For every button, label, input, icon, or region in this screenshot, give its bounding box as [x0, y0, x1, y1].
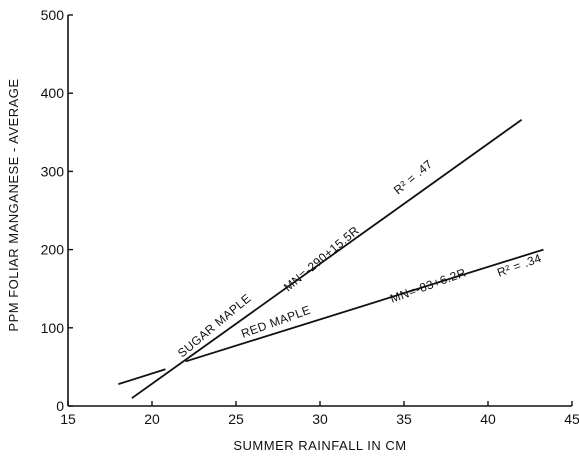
ticks: 15 20 25 30 35 40 45 0 100 200 300 400 500	[41, 7, 579, 427]
red-maple-label: RED MAPLE	[239, 303, 312, 341]
red-maple-line	[185, 248, 544, 363]
series-lines	[118, 119, 544, 399]
sugar-maple-equation: MN=-290+15.5R	[281, 223, 362, 294]
red-maple-r2: R² = .34	[495, 251, 543, 280]
y-tick-label: 0	[56, 398, 64, 414]
y-axis-title: PPM FOLIAR MANGANESE - AVERAGE	[6, 78, 21, 331]
sugar-maple-r2: R² = .47	[391, 157, 435, 197]
x-tick-label: 15	[60, 411, 76, 427]
x-tick-label: 25	[228, 411, 244, 427]
short-segment-line	[118, 368, 166, 385]
x-axis-title: SUMMER RAINFALL IN CM	[233, 438, 406, 453]
x-tick-label: 45	[564, 411, 579, 427]
x-tick-label: 40	[480, 411, 496, 427]
y-tick-label: 200	[41, 242, 65, 258]
x-tick-label: 20	[144, 411, 160, 427]
x-tick-label: 30	[312, 411, 328, 427]
red-maple-equation: MN=-83+6.2R	[388, 265, 468, 305]
axes	[67, 15, 572, 407]
y-tick-label: 400	[41, 85, 65, 101]
x-tick-label: 35	[396, 411, 412, 427]
y-tick-label: 100	[41, 320, 65, 336]
y-tick-label: 500	[41, 7, 65, 23]
y-tick-label: 300	[41, 163, 65, 179]
sugar-maple-line	[131, 119, 523, 399]
